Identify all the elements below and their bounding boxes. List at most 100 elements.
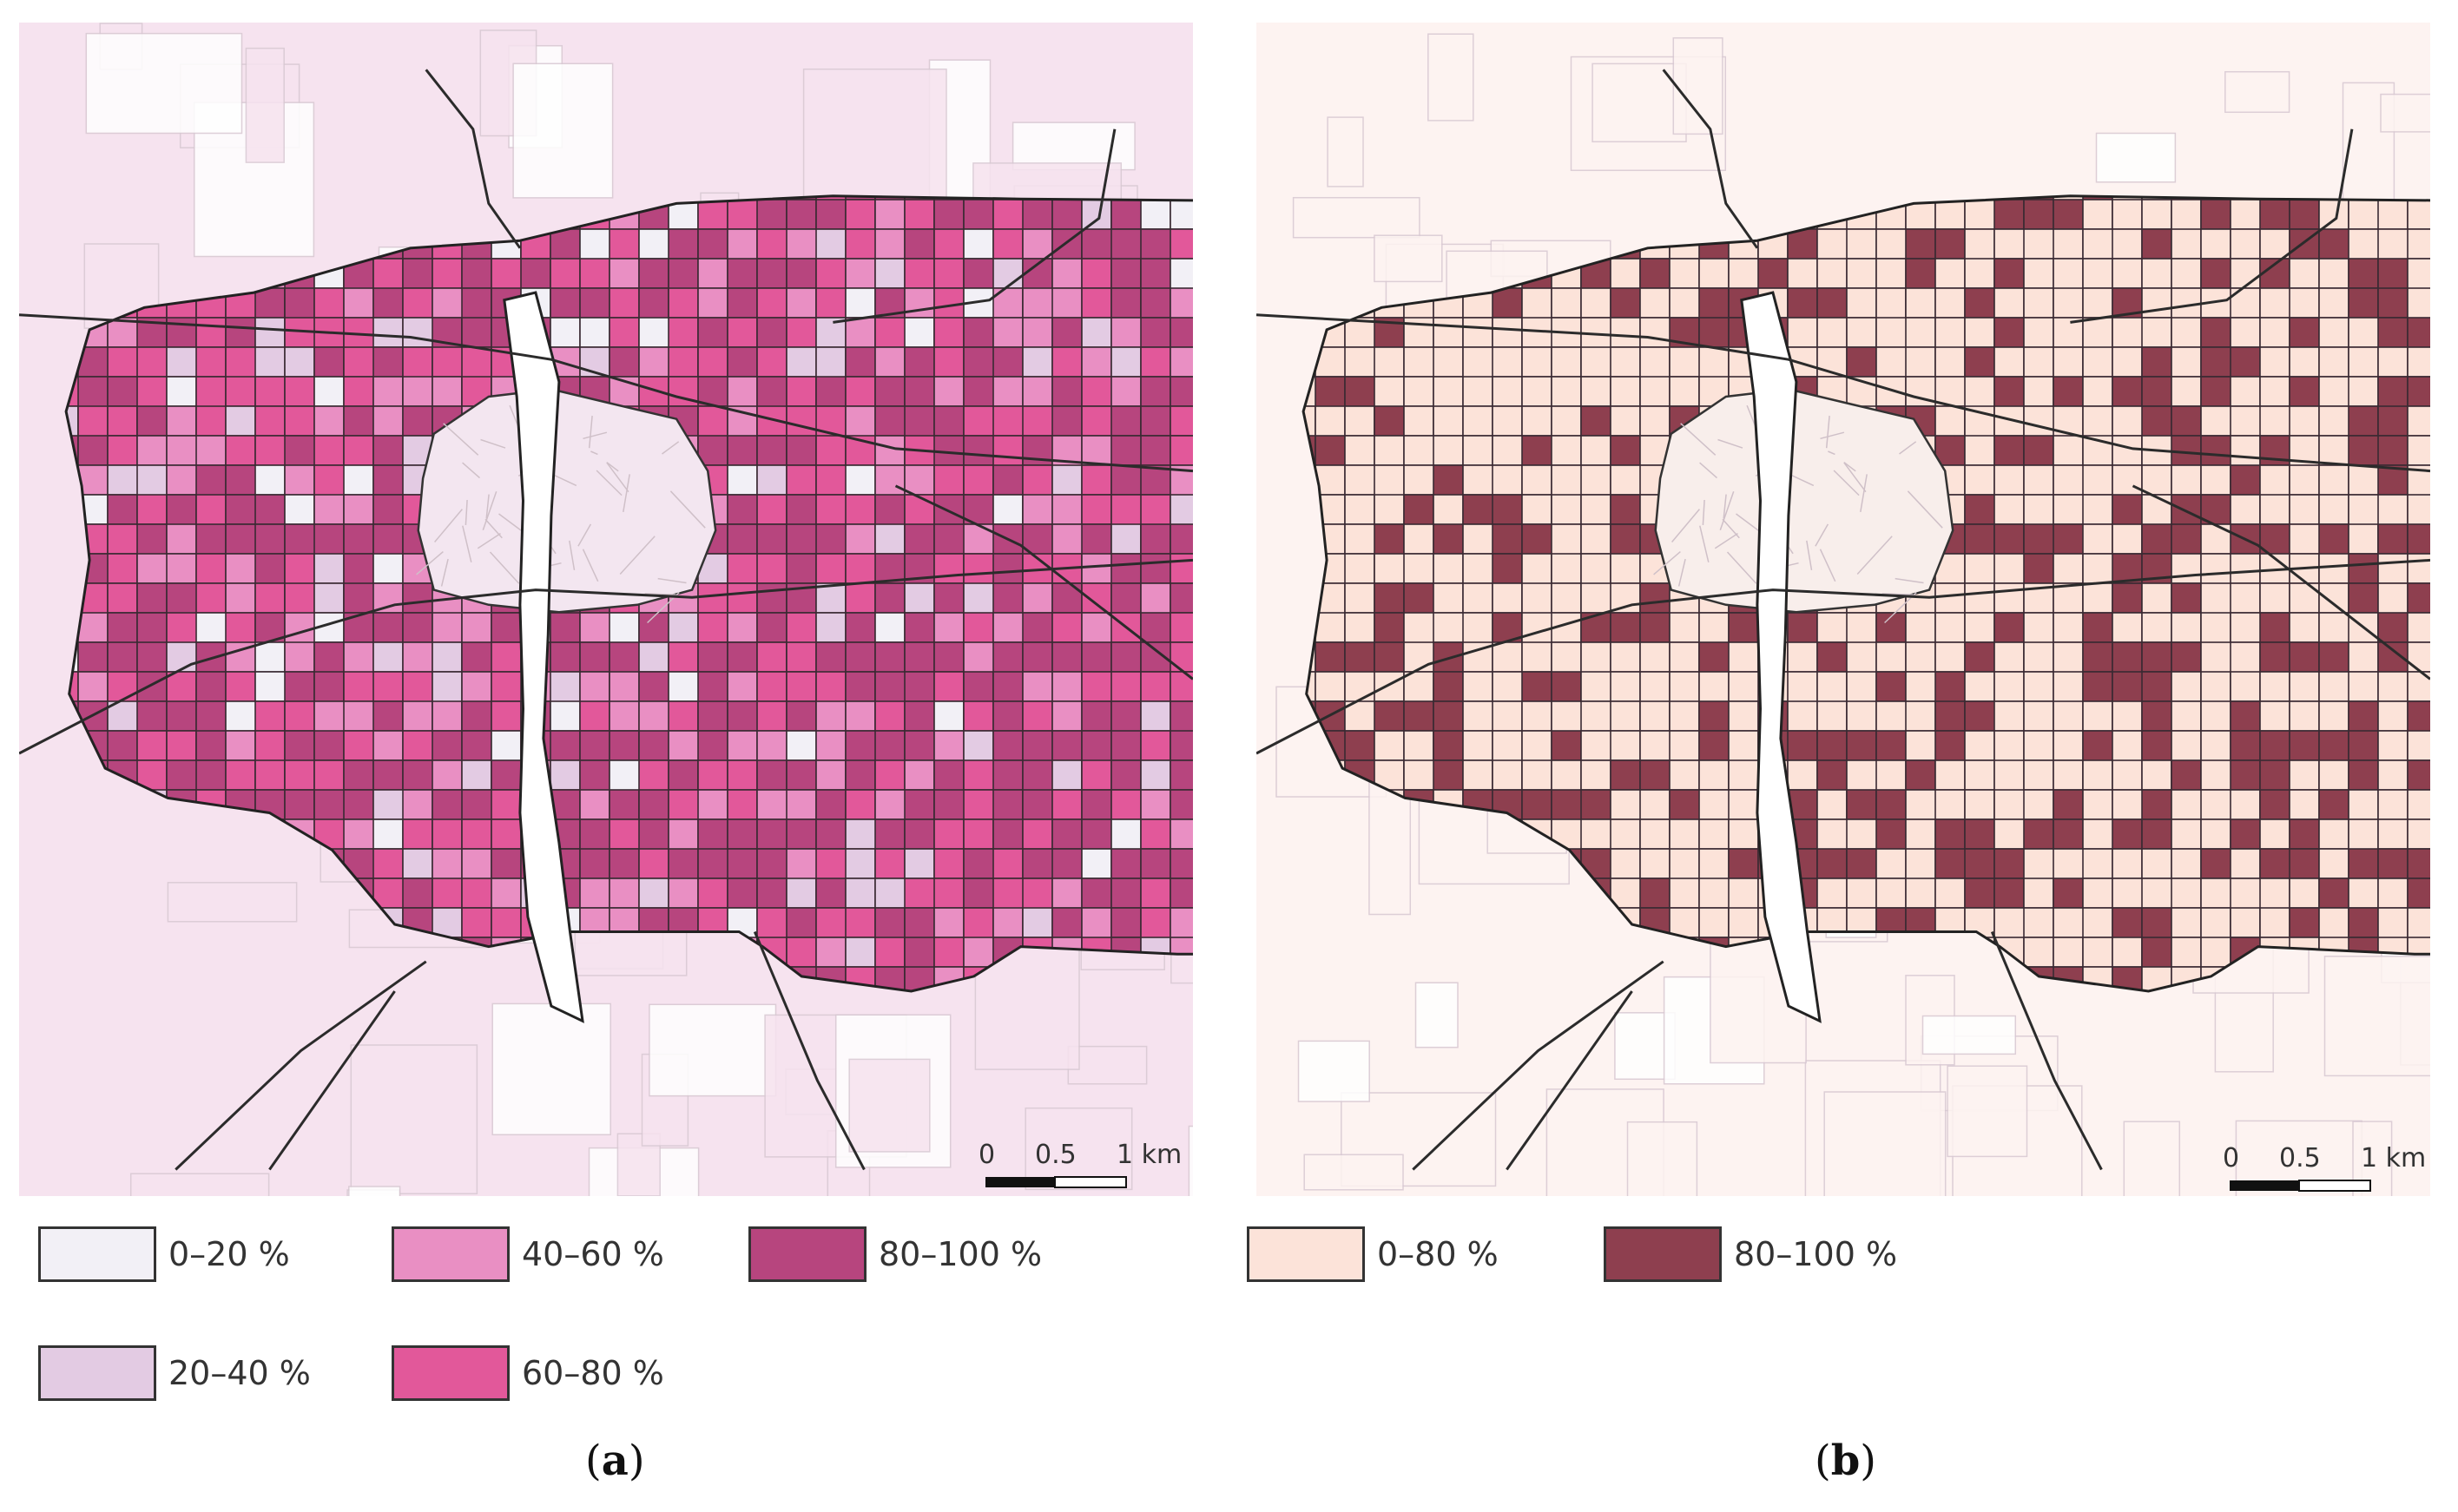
choropleth-cell [2171,848,2202,879]
choropleth-cell [1728,759,1759,791]
choropleth-cell [2053,376,2084,407]
choropleth-cell [904,641,935,673]
choropleth-cell [1374,494,1405,525]
outer-parcel [1327,116,1364,187]
centre-street [1825,415,1830,449]
choropleth-cell [2259,346,2290,378]
choropleth-cell [432,700,463,732]
choropleth-cell [2141,376,2172,407]
choropleth-cell [1964,435,1995,466]
centre-street [583,431,608,440]
choropleth-cell [195,582,227,614]
choropleth-cell [1110,641,1142,673]
centre-street [669,490,706,529]
choropleth-cell [343,405,374,437]
choropleth-cell [727,848,758,879]
choropleth-cell [1551,435,1582,466]
choropleth-cell [1669,907,1700,938]
choropleth-cell [1462,317,1493,348]
choropleth-cell [2407,346,2430,378]
choropleth-cell [2407,671,2430,702]
choropleth-cell [992,228,1024,260]
choropleth-cell [1170,878,1193,909]
choropleth-cell [195,641,227,673]
road [1412,960,1664,1171]
outer-parcel [848,1058,931,1153]
choropleth-cell [1403,405,1434,437]
choropleth-cell [756,700,787,732]
choropleth-cell [461,258,492,289]
choropleth-cell [254,405,286,437]
choropleth-cell [1728,612,1759,643]
choropleth-cell [2023,730,2054,761]
centre-street [1828,450,1835,456]
choropleth-cell [1140,818,1171,850]
choropleth-cell [1051,405,1083,437]
outer-parcel [1292,196,1420,239]
choropleth-cell [1433,553,1464,584]
choropleth-cell [963,700,994,732]
choropleth-cell [1403,700,1434,732]
choropleth-cell [2407,789,2430,820]
choropleth-cell [1669,612,1700,643]
choropleth-cell [1934,435,1966,466]
centre-street [590,450,598,456]
choropleth-cell [815,376,847,407]
choropleth-cell [992,464,1024,496]
choropleth-cell [2407,612,2430,643]
scale-bar: 0 0.5 1 km [2223,1143,2426,1192]
choropleth-cell [2230,258,2261,289]
choropleth-cell [2407,553,2430,584]
choropleth-cell [815,759,847,791]
choropleth-cell [697,700,728,732]
choropleth-cell [933,258,965,289]
choropleth-cell [2082,700,2113,732]
choropleth-cell [904,228,935,260]
choropleth-cell [1964,818,1995,850]
choropleth-cell [2023,878,2054,909]
centre-street [462,462,480,479]
choropleth-cell [2023,287,2054,319]
choropleth-cell [992,907,1024,938]
choropleth-cell [313,730,345,761]
choropleth-cell [1140,730,1171,761]
choropleth-cell [1610,494,1641,525]
choropleth-cell [845,878,876,909]
choropleth-cell [2141,464,2172,496]
choropleth-cell [2082,789,2113,820]
choropleth-cell [1081,346,1112,378]
centre-street [1856,536,1893,575]
choropleth-cell [786,287,817,319]
centre-street [1843,462,1867,493]
choropleth-cell [1170,553,1193,584]
choropleth-cell [2082,464,2113,496]
choropleth-cell [1022,317,1053,348]
choropleth-cell [2377,848,2409,879]
choropleth-cell [963,317,994,348]
legend-label: 20–40 % [168,1354,311,1392]
outer-parcel [1823,1091,1947,1196]
choropleth-cell [2023,346,2054,378]
choropleth-cell [2023,641,2054,673]
choropleth-cell [2171,700,2202,732]
choropleth-cell [609,789,640,820]
choropleth-cell [1610,641,1641,673]
choropleth-cell [1816,878,1848,909]
choropleth-cell [2082,907,2113,938]
choropleth-cell [372,494,404,525]
choropleth-cell [1905,878,1936,909]
choropleth-cell [1051,878,1083,909]
choropleth-cell [2082,346,2113,378]
choropleth-cell [1610,848,1641,879]
scale-tick-1km: 1 km [2361,1143,2426,1173]
choropleth-cell [1433,641,1464,673]
choropleth-cell [1433,582,1464,614]
choropleth-cell [461,818,492,850]
choropleth-cell [343,759,374,791]
choropleth-cell [550,730,581,761]
choropleth-cell [2230,494,2261,525]
choropleth-cell [195,759,227,791]
choropleth-cell [1022,612,1053,643]
choropleth-cell [874,582,906,614]
choropleth-cell [1140,700,1171,732]
